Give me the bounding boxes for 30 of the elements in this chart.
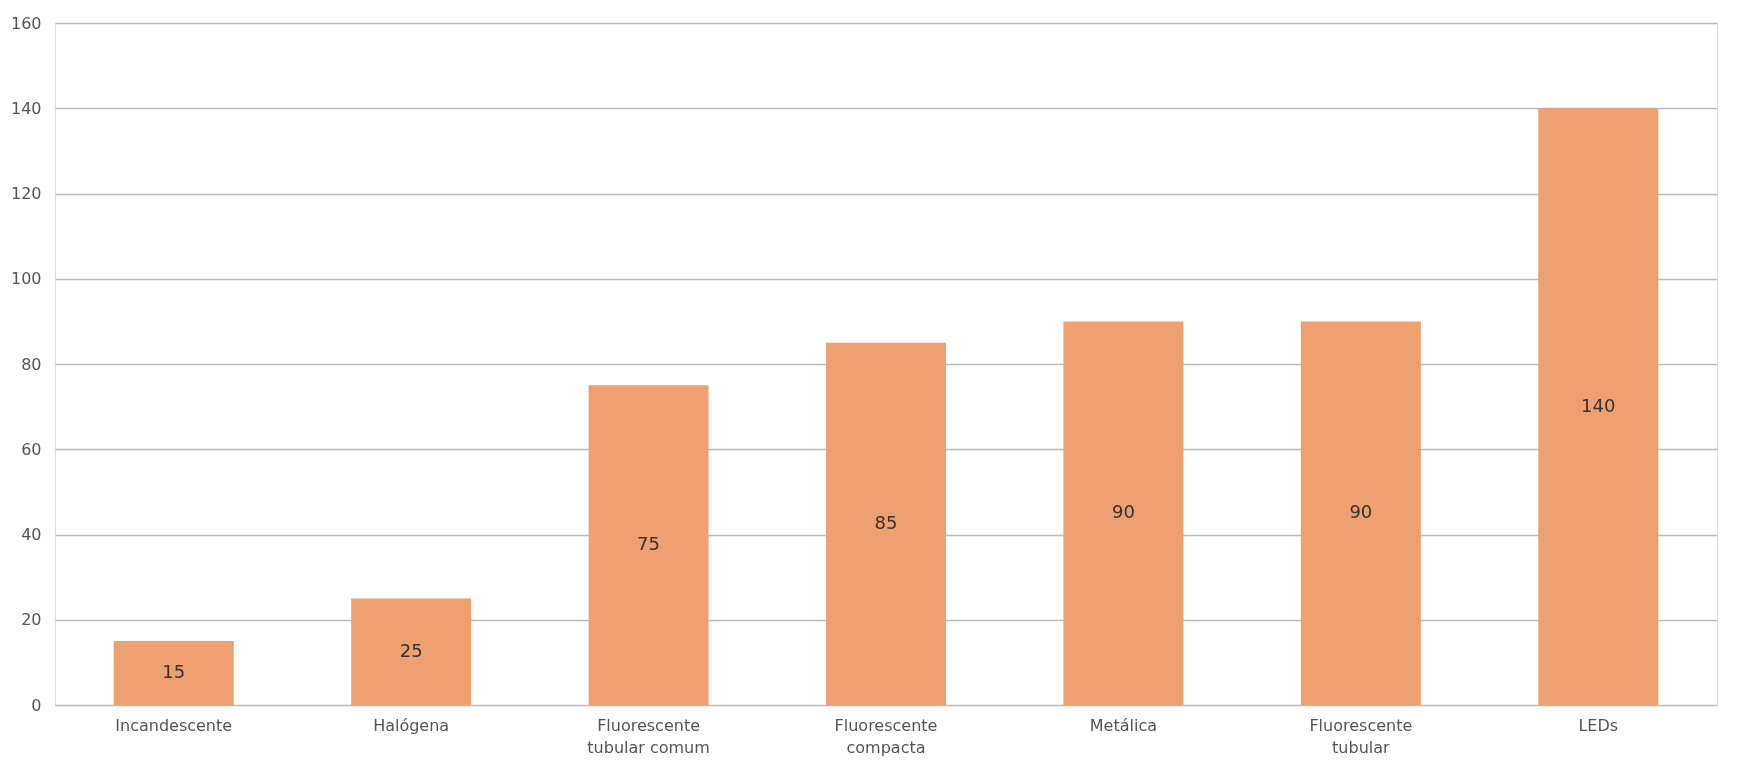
x-tick-label: Metálica bbox=[1089, 715, 1158, 735]
data-label: 85 bbox=[874, 511, 898, 533]
y-tick-label: 0 bbox=[31, 695, 42, 715]
y-tick-label: 100 bbox=[10, 269, 42, 289]
y-tick-label: 80 bbox=[21, 354, 42, 374]
bar bbox=[1300, 321, 1421, 705]
data-label: 140 bbox=[1581, 394, 1616, 416]
y-tick-label: 20 bbox=[21, 610, 42, 630]
bar bbox=[1538, 108, 1659, 705]
x-tick-label: LEDs bbox=[1578, 715, 1619, 735]
x-tick-label: Fluorescente compacta bbox=[834, 715, 938, 757]
bar bbox=[826, 342, 946, 705]
data-label: 90 bbox=[1111, 501, 1135, 523]
bar bbox=[113, 641, 234, 705]
y-tick-label: 120 bbox=[10, 184, 42, 203]
x-tick-label: Incandescente bbox=[115, 715, 233, 735]
y-tick-label: 60 bbox=[21, 439, 42, 459]
bar bbox=[351, 598, 472, 705]
bar bbox=[588, 385, 709, 705]
y-tick-label: 160 bbox=[10, 13, 42, 33]
data-label: 15 bbox=[162, 661, 186, 683]
x-tick-label: Fluorescente tubular comum bbox=[587, 715, 710, 757]
bar bbox=[1063, 321, 1184, 705]
x-tick-label: Halógena bbox=[373, 715, 450, 735]
y-tick-label: 140 bbox=[10, 98, 42, 118]
data-label: 90 bbox=[1349, 501, 1373, 523]
y-tick-label: 40 bbox=[21, 525, 42, 544]
data-label: 75 bbox=[637, 533, 661, 555]
x-tick-label: Fluorescente tubular bbox=[1309, 715, 1413, 757]
data-label: 25 bbox=[399, 639, 423, 661]
